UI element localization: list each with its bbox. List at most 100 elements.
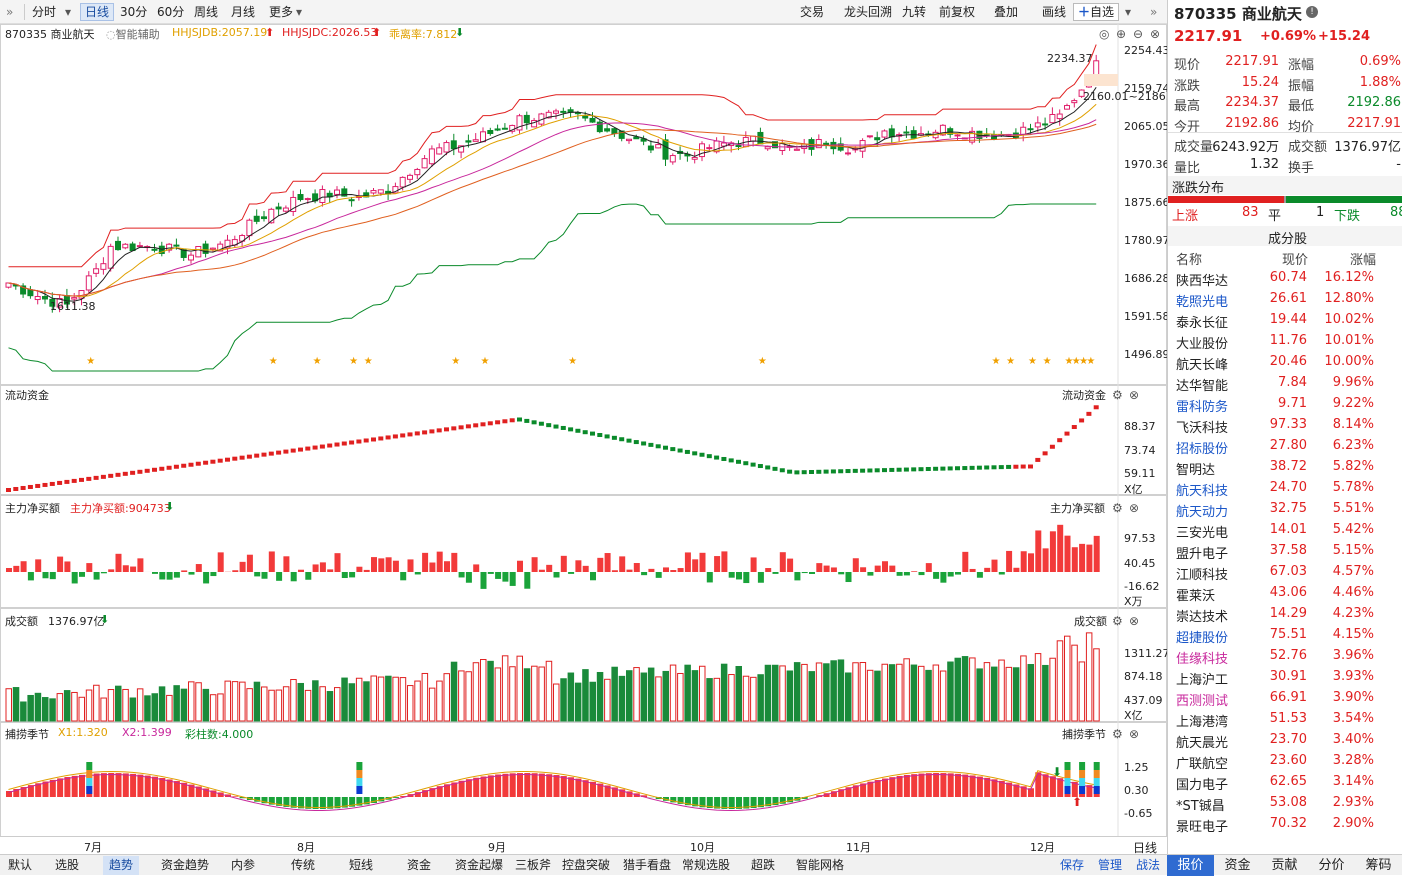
stock-name[interactable]: 达华智能 bbox=[1176, 375, 1228, 394]
bottom-tab[interactable]: 资金起爆 bbox=[449, 856, 509, 875]
bottom-action-button[interactable]: 保存 bbox=[1054, 856, 1090, 875]
bottom-action-button[interactable]: 战法 bbox=[1130, 856, 1166, 875]
plus-circle-icon[interactable]: ⊕ bbox=[1116, 27, 1126, 41]
gear-icon[interactable]: ⚙ bbox=[1112, 388, 1123, 402]
bottom-action-button[interactable]: 管理 bbox=[1092, 856, 1128, 875]
stock-name[interactable]: 超捷股份 bbox=[1176, 627, 1228, 646]
target-icon[interactable]: ◎ bbox=[1099, 27, 1109, 41]
tab-30min[interactable]: 30分 bbox=[116, 3, 151, 21]
stock-name[interactable]: 广联航空 bbox=[1176, 753, 1228, 772]
collapse-icon[interactable]: » bbox=[1146, 3, 1161, 21]
tab-daily[interactable]: 日线 bbox=[80, 3, 114, 21]
gear-icon[interactable]: ⚙ bbox=[1112, 614, 1123, 628]
bottom-tab[interactable]: 猎手看盘 bbox=[617, 856, 677, 875]
btn-leader-review[interactable]: 龙头回溯 bbox=[840, 3, 896, 21]
stock-name[interactable]: 上海港湾 bbox=[1176, 711, 1228, 730]
bottom-tab[interactable]: 选股 bbox=[49, 856, 85, 875]
bottom-tab[interactable]: 智能网格 bbox=[790, 856, 850, 875]
col-name[interactable]: 名称 bbox=[1176, 249, 1202, 268]
close-icon[interactable]: ⊗ bbox=[1129, 614, 1139, 628]
stock-name[interactable]: 航天动力 bbox=[1176, 501, 1228, 520]
chevron-down-icon[interactable]: ▾ bbox=[1121, 3, 1135, 21]
bottom-tab[interactable]: 传统 bbox=[285, 856, 321, 875]
right-tab[interactable]: 贡献 bbox=[1261, 855, 1308, 876]
col-pct[interactable]: 涨幅 bbox=[1350, 249, 1376, 268]
bottom-tab[interactable]: 资金 bbox=[401, 856, 437, 875]
stock-name[interactable]: 泰永长征 bbox=[1176, 312, 1228, 331]
stock-name[interactable]: 景旺电子 bbox=[1176, 816, 1228, 835]
btn-adjust[interactable]: 前复权 bbox=[935, 3, 979, 21]
btn-nine-turn[interactable]: 九转 bbox=[898, 3, 930, 21]
right-tab[interactable]: 报价 bbox=[1167, 855, 1214, 876]
stock-name[interactable]: 三安光电 bbox=[1176, 522, 1228, 541]
stock-name[interactable]: 盟升电子 bbox=[1176, 543, 1228, 562]
bottom-tab[interactable]: 默认 bbox=[2, 856, 38, 875]
bottom-tab[interactable]: 趋势 bbox=[103, 856, 139, 875]
stock-name[interactable]: 航天长峰 bbox=[1176, 354, 1228, 373]
close-icon[interactable]: ⊗ bbox=[1129, 727, 1139, 741]
stock-name[interactable]: 佳缘科技 bbox=[1176, 648, 1228, 667]
tab-60min[interactable]: 60分 bbox=[153, 3, 188, 21]
tab-intraday[interactable]: 分时 bbox=[28, 3, 60, 21]
chevron-down-icon[interactable]: ▾ bbox=[292, 3, 306, 21]
stock-name[interactable]: 飞沃科技 bbox=[1176, 417, 1228, 436]
stock-name[interactable]: 陕西华达 bbox=[1176, 270, 1228, 289]
tab-weekly[interactable]: 周线 bbox=[190, 3, 222, 21]
chevron-down-icon[interactable]: ▾ bbox=[61, 3, 75, 21]
bottom-tab[interactable]: 内参 bbox=[225, 856, 261, 875]
gear-icon[interactable]: ⚙ bbox=[1112, 501, 1123, 515]
stock-name[interactable]: 国力电子 bbox=[1176, 774, 1228, 793]
bottom-tab[interactable]: 三板斧 bbox=[509, 856, 557, 875]
stock-name[interactable]: 智明达 bbox=[1176, 459, 1215, 478]
close-icon[interactable]: ⊗ bbox=[1150, 27, 1160, 41]
stock-name[interactable]: *ST铖昌 bbox=[1176, 795, 1225, 814]
stock-name[interactable]: 航天晨光 bbox=[1176, 732, 1228, 751]
stock-name[interactable]: 雷科防务 bbox=[1176, 396, 1228, 415]
stock-name[interactable]: 乾照光电 bbox=[1176, 291, 1228, 310]
stock-name[interactable]: 上海沪工 bbox=[1176, 669, 1228, 688]
smart-assist-toggle[interactable]: ◌智能辅助 bbox=[106, 26, 160, 42]
info-icon[interactable]: ! bbox=[1306, 6, 1318, 18]
stock-name[interactable]: 西测测试 bbox=[1176, 690, 1228, 709]
close-icon[interactable]: ⊗ bbox=[1129, 388, 1139, 402]
bottom-tab[interactable]: 超跌 bbox=[745, 856, 781, 875]
right-tab[interactable]: 资金 bbox=[1214, 855, 1261, 876]
collapse-icon[interactable]: » bbox=[2, 3, 17, 21]
btn-trade[interactable]: 交易 bbox=[796, 3, 828, 21]
bottom-tab[interactable]: 资金趋势 bbox=[155, 856, 215, 875]
bottom-tab[interactable]: 短线 bbox=[343, 856, 379, 875]
col-price[interactable]: 现价 bbox=[1282, 249, 1308, 268]
right-tab[interactable]: 筹码 bbox=[1355, 855, 1402, 876]
bottom-tab[interactable]: 常规选股 bbox=[676, 856, 736, 875]
stock-name[interactable]: 江顺科技 bbox=[1176, 564, 1228, 583]
minus-circle-icon[interactable]: ⊖ bbox=[1133, 27, 1143, 41]
btn-overlay[interactable]: 叠加 bbox=[990, 3, 1022, 21]
stock-name[interactable]: 大业股份 bbox=[1176, 333, 1228, 352]
chart-area[interactable]: ★★★★★★★★★★★★★★★★★⬇⬆ 870335 商业航天 ◌智能辅助 HH… bbox=[0, 24, 1167, 854]
add-watchlist-button[interactable]: ＋自选 bbox=[1073, 3, 1119, 21]
